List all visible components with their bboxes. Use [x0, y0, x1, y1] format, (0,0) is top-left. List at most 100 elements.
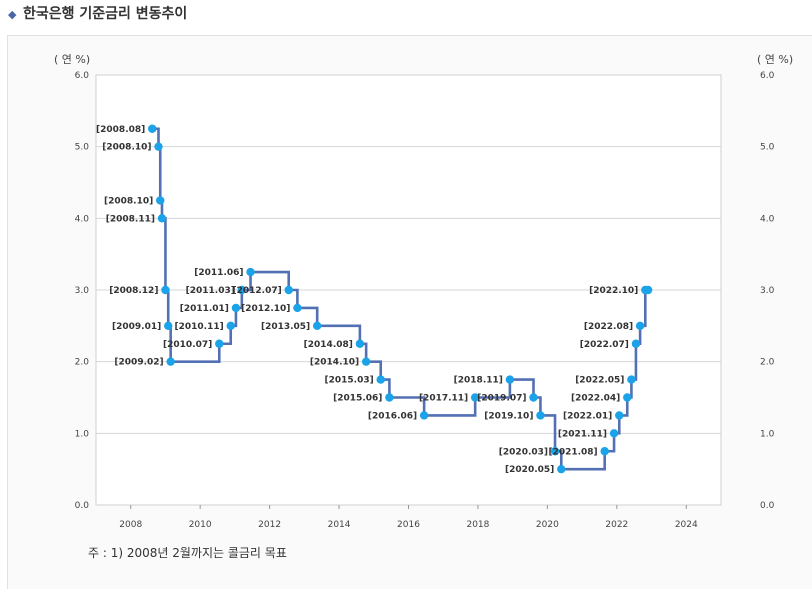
y-tick-label-right: 5.0 [760, 143, 775, 153]
data-label: [2014.08] [304, 340, 353, 350]
data-point [157, 214, 167, 223]
data-label: [2008.10] [104, 196, 153, 206]
data-label: [2012.10] [241, 304, 290, 314]
y-tick-label-left: 4.0 [75, 214, 90, 224]
left-unit-label: ( 연 %) [54, 53, 90, 66]
data-label: [2022.04] [571, 394, 620, 404]
x-tick-label: 2018 [466, 520, 489, 530]
data-point [627, 375, 636, 384]
data-point [284, 285, 293, 295]
data-point [623, 393, 632, 402]
data-label: [2021.11] [558, 429, 607, 439]
data-label: [2022.08] [584, 322, 633, 332]
series-points: [2008.08] [2008.10] [2008.10] [2008.11] [200… [96, 124, 653, 475]
y-tick-label-left: 0.0 [75, 501, 90, 511]
data-label: [2018.11] [454, 376, 503, 386]
data-point [312, 321, 322, 331]
data-label: [2022.01] [563, 411, 612, 421]
data-label: [2019.10] [484, 411, 533, 421]
data-label: [2021.08] [548, 447, 597, 457]
data-point [600, 447, 609, 456]
data-label: [2008.10] [102, 143, 151, 153]
data-point [505, 375, 515, 384]
x-tick-label: 2010 [189, 520, 212, 530]
data-label: [2022.10] [589, 286, 638, 296]
x-tick-label: 2014 [328, 520, 351, 530]
y-tick-label-left: 5.0 [75, 143, 90, 153]
data-point [361, 357, 371, 366]
data-label: [2015.03] [325, 376, 374, 386]
data-point [246, 267, 255, 277]
data-label: [2010.07] [163, 340, 212, 350]
data-point [529, 393, 538, 402]
y-tick-label-right: 3.0 [760, 286, 775, 296]
data-label: [2011.03] [186, 286, 235, 296]
axes: 0.0 0.0 1.0 1.0 2.0 2.0 3.0 3.0 4.0 4.0 5.0 5.0 6.0 6… [75, 71, 775, 530]
data-label: [2013.05] [261, 322, 310, 332]
data-point [550, 447, 560, 456]
y-tick-label-right: 1.0 [760, 429, 775, 439]
data-point [231, 303, 241, 313]
data-label: [2011.06] [194, 268, 243, 278]
data-point [355, 339, 365, 348]
data-point [557, 464, 566, 474]
y-tick-label-right: 0.0 [760, 501, 775, 511]
data-point [615, 411, 624, 420]
data-label: [2008.11] [106, 214, 155, 224]
data-label: [2020.05] [505, 465, 554, 475]
x-tick-label: 2022 [605, 520, 628, 530]
x-tick-label: 2020 [536, 520, 559, 530]
data-point [154, 142, 163, 151]
data-point [536, 411, 545, 420]
data-point [156, 196, 165, 205]
data-label: [2009.01] [112, 322, 161, 332]
data-label: [2014.10] [310, 358, 359, 368]
data-label: [2008.12] [109, 286, 158, 296]
right-unit-label: ( 연 %) [757, 53, 793, 66]
data-point [226, 321, 235, 331]
data-point [470, 393, 480, 402]
footnote: 주 : 1) 2008년 2월까지는 콜금리 목표 [88, 546, 287, 560]
data-point [635, 321, 645, 331]
y-tick-label-left: 1.0 [75, 429, 90, 439]
data-point [631, 339, 641, 348]
y-tick-label-left: 6.0 [75, 71, 90, 81]
title-bar: ◆ 한국은행 기준금리 변동추이 [0, 0, 812, 30]
data-point [643, 285, 653, 295]
data-point [293, 303, 302, 313]
data-label: [2022.07] [580, 340, 629, 350]
y-tick-label-left: 2.0 [75, 358, 90, 368]
chart-title: 한국은행 기준금리 변동추이 [23, 6, 188, 22]
data-label: [2022.05] [575, 376, 624, 386]
data-label: [2019.07] [477, 394, 526, 404]
data-label: [2011.01] [180, 304, 229, 314]
data-label: [2016.06] [368, 411, 417, 421]
data-label: [2010.11] [175, 322, 224, 332]
data-point [385, 393, 394, 402]
data-label: [2009.02] [114, 358, 163, 368]
data-point [237, 285, 247, 295]
data-label: [2008.08] [96, 125, 145, 135]
data-point [419, 411, 429, 420]
y-tick-label-right: 4.0 [760, 214, 775, 224]
x-tick-label: 2024 [675, 520, 698, 530]
y-tick-label-right: 2.0 [760, 358, 775, 368]
x-tick-label: 2008 [119, 520, 142, 530]
data-point [148, 124, 157, 133]
data-label: [2012.07] [232, 286, 281, 296]
data-point [376, 375, 385, 384]
x-tick-label: 2016 [397, 520, 420, 530]
data-point [609, 429, 619, 438]
data-point [166, 357, 175, 366]
y-tick-label-right: 6.0 [760, 71, 775, 81]
data-label: [2015.06] [333, 394, 382, 404]
data-label: [2017.11] [419, 394, 468, 404]
data-point [215, 339, 224, 348]
y-tick-label-left: 3.0 [75, 286, 90, 296]
x-tick-label: 2012 [258, 520, 281, 530]
data-label: [2020.03] [499, 447, 548, 457]
diamond-bullet-icon: ◆ [8, 8, 17, 21]
data-point [164, 321, 173, 331]
data-point [161, 285, 170, 295]
